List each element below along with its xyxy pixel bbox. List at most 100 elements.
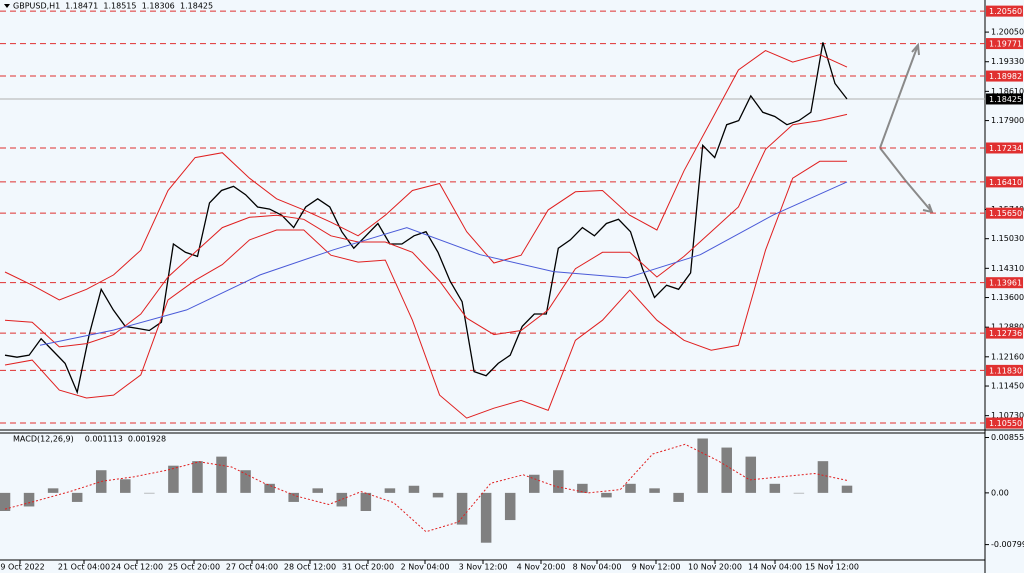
level-label: 1.16410 bbox=[989, 178, 1022, 187]
x-tick-label: 25 Oct 20:00 bbox=[168, 563, 220, 572]
panel-title: GBPUSD,H1 bbox=[13, 2, 60, 11]
level-label-box bbox=[986, 176, 1023, 188]
macd-bar bbox=[697, 438, 708, 493]
macd-bar bbox=[216, 456, 227, 493]
header-value: 1.18515 bbox=[103, 2, 136, 11]
indicator-line bbox=[4, 50, 848, 301]
macd-bar bbox=[577, 483, 588, 493]
level-label: 1.20560 bbox=[989, 7, 1022, 16]
header-value: 0.001113 bbox=[85, 435, 123, 444]
level-label-box bbox=[986, 277, 1023, 289]
x-tick-label: 24 Oct 12:00 bbox=[111, 563, 163, 572]
x-tick-label: 4 Nov 20:00 bbox=[517, 563, 566, 572]
arrow-down bbox=[879, 147, 933, 213]
macd-bar bbox=[264, 483, 275, 493]
macd-bar bbox=[817, 461, 829, 493]
indicator-line bbox=[4, 160, 847, 419]
macd-bar bbox=[144, 492, 155, 494]
x-tick-label: 31 Oct 20:00 bbox=[342, 563, 394, 572]
y-tick-label: 1.13600 bbox=[991, 293, 1024, 302]
level-label-box bbox=[986, 364, 1023, 376]
macd-bar bbox=[649, 488, 660, 493]
level-label-box bbox=[986, 417, 1023, 429]
y-tick-label: 0.008552 bbox=[991, 433, 1024, 442]
macd-bar bbox=[528, 474, 540, 493]
macd-bar bbox=[456, 492, 468, 525]
level-label: 1.18982 bbox=[989, 72, 1022, 81]
macd-bar bbox=[23, 492, 35, 507]
current-price-box bbox=[986, 93, 1023, 105]
y-tick-label: 1.10730 bbox=[991, 411, 1024, 420]
macd-bar bbox=[47, 488, 59, 493]
macd-bar bbox=[769, 483, 781, 493]
current-price-label: 1.18425 bbox=[989, 95, 1022, 104]
y-tick-label: 1.12160 bbox=[991, 352, 1024, 361]
x-tick-label: 19 Oct 2022 bbox=[0, 563, 45, 572]
macd-bar bbox=[841, 485, 853, 493]
macd-bar bbox=[625, 483, 636, 493]
signal-line bbox=[4, 443, 848, 533]
x-tick-label: 2 Nov 04:00 bbox=[401, 563, 450, 572]
y-tick-label: 1.11450 bbox=[991, 382, 1024, 391]
level-label-box bbox=[986, 142, 1023, 154]
macd-bar bbox=[793, 492, 805, 494]
macd-bar bbox=[408, 485, 420, 493]
x-tick-label: 28 Oct 12:00 bbox=[284, 563, 336, 572]
y-tick-label: 1.19330 bbox=[991, 57, 1024, 66]
macd-bar bbox=[0, 492, 11, 511]
forecast-arrows bbox=[879, 42, 934, 214]
level-label: 1.12736 bbox=[989, 329, 1022, 338]
x-tick-label: 14 Nov 04:00 bbox=[748, 563, 802, 572]
x-tick-label: 10 Nov 20:00 bbox=[688, 563, 742, 572]
level-label: 1.15650 bbox=[989, 209, 1022, 218]
macd-bar bbox=[384, 488, 396, 493]
macd-bar bbox=[240, 470, 251, 493]
macd-bar bbox=[480, 492, 492, 543]
macd-bar bbox=[71, 492, 83, 502]
arrow-up bbox=[879, 44, 919, 149]
price-line bbox=[4, 42, 848, 395]
level-label: 1.10550 bbox=[989, 419, 1022, 428]
macd-bar bbox=[721, 447, 732, 493]
x-tick-label: 8 Nov 04:00 bbox=[573, 563, 622, 572]
macd-bar bbox=[168, 465, 179, 493]
level-label-box bbox=[986, 327, 1023, 339]
level-label-box bbox=[986, 207, 1023, 219]
macd-bar bbox=[360, 492, 372, 511]
macd-bar bbox=[601, 492, 612, 498]
header-value: 1.18471 bbox=[65, 2, 98, 11]
header-value: 1.18425 bbox=[180, 2, 213, 11]
y-tick-label: 1.12880 bbox=[991, 323, 1024, 332]
x-tick-label: 15 Nov 12:00 bbox=[805, 563, 859, 572]
y-tick-label: 1.14310 bbox=[991, 264, 1024, 273]
macd-bar bbox=[432, 492, 444, 498]
panel-title: MACD(12,26,9) bbox=[13, 435, 74, 444]
macd-bar bbox=[673, 492, 684, 502]
macd-bar bbox=[192, 461, 203, 493]
arrow-head bbox=[922, 203, 934, 214]
macd-bar bbox=[120, 479, 131, 493]
level-label: 1.19771 bbox=[989, 40, 1022, 49]
macd-bar bbox=[745, 456, 757, 493]
macd-bar bbox=[553, 470, 564, 493]
menu-icon[interactable] bbox=[4, 4, 10, 8]
macd-bar bbox=[504, 492, 516, 521]
y-tick-label: 1.15030 bbox=[991, 234, 1024, 243]
macd-bar bbox=[312, 488, 324, 493]
level-label-box bbox=[986, 38, 1023, 50]
x-tick-label: 9 Nov 12:00 bbox=[632, 563, 681, 572]
y-tick-label: 1.17900 bbox=[991, 116, 1024, 125]
y-tick-label: -0.007991 bbox=[991, 540, 1024, 549]
arrow-head bbox=[911, 42, 920, 56]
level-label: 1.11830 bbox=[989, 366, 1022, 375]
level-label: 1.13961 bbox=[989, 279, 1022, 288]
macd-bar bbox=[336, 492, 348, 507]
header-value: 1.18306 bbox=[142, 2, 175, 11]
level-label-box bbox=[986, 70, 1023, 82]
y-tick-label: 1.18610 bbox=[991, 87, 1024, 96]
level-label: 1.17234 bbox=[989, 144, 1022, 153]
y-tick-label: 0.00 bbox=[991, 488, 1009, 497]
indicator-line bbox=[4, 113, 848, 348]
